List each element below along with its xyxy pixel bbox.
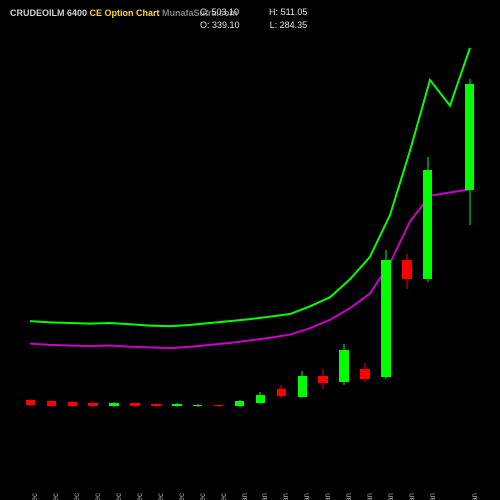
stat-close-label: C: (200, 7, 209, 17)
stat-low: L: 284.35 (270, 19, 308, 32)
stat-high-label: H: (269, 7, 278, 17)
candle-body (235, 401, 244, 406)
x-axis-label: 17 Dec (30, 493, 39, 500)
x-axis-label: 27 Dec (177, 493, 186, 500)
candle-body (381, 260, 390, 377)
candle (151, 35, 160, 440)
stat-open-label: O: (200, 20, 210, 30)
x-axis-label: 20 Dec (93, 493, 102, 500)
candle (214, 35, 223, 440)
candle-body (402, 260, 411, 279)
candle-body (193, 405, 202, 406)
candles-layer (20, 35, 480, 440)
x-axis-label: 30 Dec (198, 493, 207, 500)
candle-body (214, 405, 223, 406)
x-axis-label: 08 Jan (344, 493, 353, 500)
candle-body (360, 369, 369, 379)
candle (381, 35, 390, 440)
candle (465, 35, 474, 440)
candle-body (256, 395, 265, 403)
x-axis-label: 15 Jan (470, 493, 479, 500)
stat-high: H: 511.05 (269, 6, 307, 19)
candle (298, 35, 307, 440)
candle (402, 35, 411, 440)
title-part: CRUDEOILM 6400 (10, 8, 87, 18)
x-axis-label: 09 Jan (365, 493, 374, 500)
candle-body (339, 350, 348, 382)
stat-close: C: 503.10 (200, 6, 239, 19)
x-axis-label: 26 Dec (156, 493, 165, 500)
candle (47, 35, 56, 440)
x-axis-label: 23 Dec (114, 493, 123, 500)
candle-body (423, 170, 432, 279)
candle-body (318, 376, 327, 384)
x-axis-label: 02 Jan (260, 493, 269, 500)
candle-body (277, 389, 286, 397)
candle (423, 35, 432, 440)
candle (26, 35, 35, 440)
candle-body (151, 404, 160, 406)
candle (235, 35, 244, 440)
candle (277, 35, 286, 440)
candle-body (26, 400, 35, 405)
stat-open: O: 339.10 (200, 19, 240, 32)
x-axis-label: 01 Jan (240, 493, 249, 500)
candle (88, 35, 97, 440)
candle (109, 35, 118, 440)
candle (360, 35, 369, 440)
candle-body (298, 376, 307, 397)
ohlc-stats-block: C: 503.10 H: 511.05 O: 339.10 L: 284.35 (200, 6, 307, 31)
candle (339, 35, 348, 440)
candle (130, 35, 139, 440)
candle-body (109, 403, 118, 406)
candle-body (130, 403, 139, 406)
candle-body (88, 403, 97, 406)
candle (68, 35, 77, 440)
stat-open-value: 339.10 (212, 20, 240, 30)
x-axis-label: 13 Jan (407, 493, 416, 500)
candle-body (465, 84, 474, 189)
candle-body (47, 401, 56, 406)
title-part: CE Option Chart (87, 8, 162, 18)
candle (193, 35, 202, 440)
x-axis-label: 10 Jan (386, 493, 395, 500)
x-axis-label: 24 Dec (135, 493, 144, 500)
plot-area (20, 35, 480, 440)
candle (256, 35, 265, 440)
stat-high-value: 511.05 (281, 7, 308, 17)
stat-low-label: L: (270, 20, 278, 30)
x-axis-label: 19 Dec (72, 493, 81, 500)
candle-body (68, 402, 77, 406)
candle-body (172, 404, 181, 406)
stat-low-value: 284.35 (280, 20, 308, 30)
x-axis-label: 14 Jan (428, 493, 437, 500)
candle (318, 35, 327, 440)
x-axis-label: 03 Jan (281, 493, 290, 500)
x-axis-label: 18 Dec (51, 493, 60, 500)
candle (172, 35, 181, 440)
x-axis-label: 31 Dec (219, 493, 228, 500)
x-axis-label: 06 Jan (302, 493, 311, 500)
stat-close-value: 503.10 (212, 7, 240, 17)
options-candlestick-chart: CRUDEOILM 6400 CE Option Chart MunafaSut… (0, 0, 500, 500)
x-axis-label: 07 Jan (323, 493, 332, 500)
